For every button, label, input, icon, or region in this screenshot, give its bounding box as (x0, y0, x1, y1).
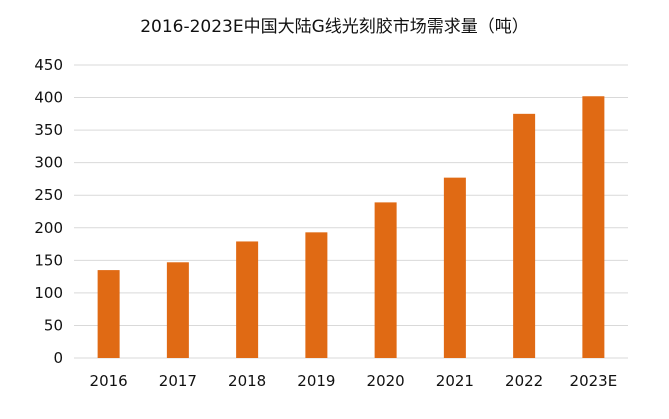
x-tick-label: 2019 (297, 372, 335, 390)
bar-2019 (305, 232, 328, 358)
bar-2016 (97, 270, 120, 358)
y-tick-label: 300 (34, 154, 63, 172)
x-tick-label: 2022 (505, 372, 543, 390)
x-tick-label: 2023E (570, 372, 618, 390)
y-tick-label: 250 (34, 186, 63, 204)
bar-2023E (582, 96, 605, 359)
gridlines (74, 64, 628, 359)
bars (97, 96, 605, 359)
bar-2017 (166, 262, 189, 358)
bar-2022 (513, 113, 536, 358)
y-tick-label: 50 (44, 316, 63, 334)
y-tick-label: 400 (34, 89, 63, 107)
x-tick-label: 2020 (367, 372, 405, 390)
y-tick-label: 0 (53, 349, 63, 367)
y-tick-label: 150 (34, 251, 63, 269)
y-tick-label: 350 (34, 121, 63, 139)
y-tick-label: 200 (34, 219, 63, 237)
y-tick-label: 450 (34, 56, 63, 74)
x-tick-label: 2016 (90, 372, 128, 390)
x-tick-label: 2017 (159, 372, 197, 390)
x-tick-label: 2021 (436, 372, 474, 390)
x-axis-ticks: 2016 2017 2018 2019 2020 2021 2022 2023E (90, 372, 618, 390)
bar-2020 (374, 202, 397, 358)
chart-title: 2016-2023E中国大陆G线光刻胶市场需求量（吨） (140, 17, 529, 37)
y-axis-ticks: 0 50 100 150 200 250 300 350 400 450 (34, 56, 63, 367)
y-tick-label: 100 (34, 284, 63, 302)
bar-2021 (443, 177, 466, 358)
bar-2018 (236, 241, 259, 358)
x-tick-label: 2018 (228, 372, 266, 390)
